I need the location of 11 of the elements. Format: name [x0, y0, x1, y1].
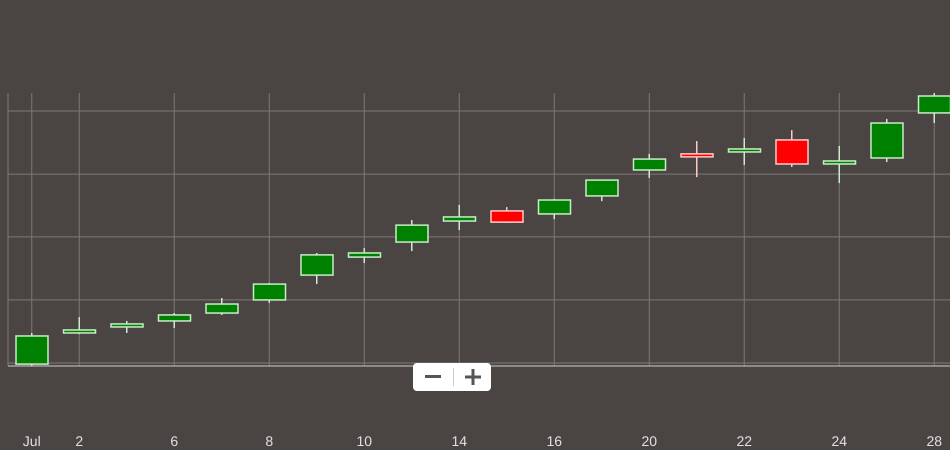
x-tick-label: 20	[641, 432, 658, 449]
x-tick-label: Jul	[22, 432, 41, 449]
x-tick-label: 8	[265, 432, 274, 449]
x-tick-label: 28	[926, 432, 942, 449]
x-tick-label: 6	[170, 432, 178, 449]
x-tick-label: 10	[356, 432, 372, 449]
x-tick-label: 24	[831, 432, 848, 449]
x-tick-label: 22	[736, 432, 752, 449]
x-tick-label: 2	[75, 432, 84, 449]
x-tick-label: 16	[546, 432, 562, 449]
x-tick-label: 14	[451, 432, 468, 449]
